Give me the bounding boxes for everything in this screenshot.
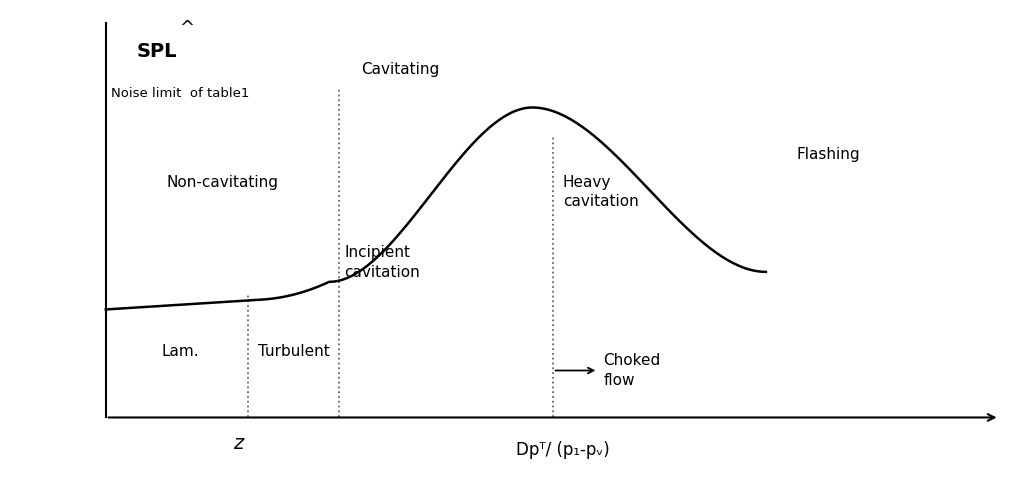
Text: z: z [232,434,243,453]
Text: Dpᵀ/ (p₁-pᵥ): Dpᵀ/ (p₁-pᵥ) [516,441,609,459]
Text: Choked
flow: Choked flow [603,353,660,388]
Text: Cavitating: Cavitating [361,63,439,77]
Text: Heavy
cavitation: Heavy cavitation [563,174,639,209]
Text: Non-cavitating: Non-cavitating [167,175,279,190]
Text: Turbulent: Turbulent [258,344,330,359]
Text: Flashing: Flashing [797,147,860,162]
Text: ^: ^ [179,19,195,37]
Text: Lam.: Lam. [162,344,200,359]
Text: Noise limit  of table1: Noise limit of table1 [111,87,249,100]
Text: Incipient
cavitation: Incipient cavitation [344,245,420,280]
Text: SPL: SPL [136,42,177,61]
